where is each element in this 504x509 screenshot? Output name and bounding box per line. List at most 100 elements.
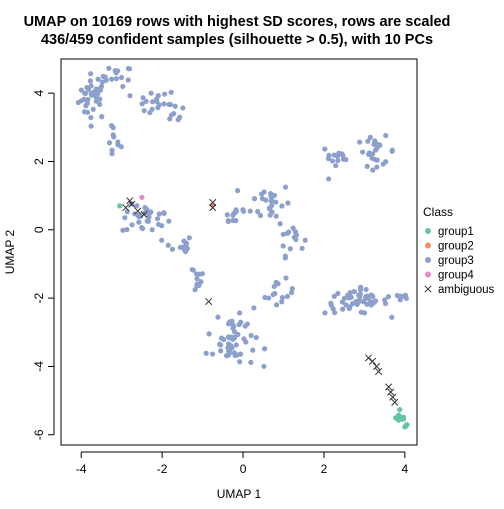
group3-point [364,163,370,169]
ambiguous-point [209,198,217,207]
group3-point [180,105,186,111]
group3-point [403,295,409,302]
group3-point [343,156,349,163]
group3-point [156,102,162,108]
group3-point [194,281,200,287]
group3-point [287,246,293,252]
group3-point [255,208,261,215]
group3-point [331,293,337,299]
group3-point [230,217,236,224]
legend-label: group2 [438,241,474,253]
group3-point [159,237,165,243]
group3-point [218,342,224,348]
group3-point [118,74,125,81]
group3-point [106,140,113,146]
group3-point [322,310,328,316]
group3-point [183,248,189,255]
group1-point [400,416,406,422]
group1-point [117,203,123,209]
group3-point [108,123,115,129]
group3-point [253,334,259,341]
group3-point [149,99,156,105]
group3-point [389,314,395,320]
group3-point [148,209,154,215]
group4-point [139,194,145,200]
group3-point [161,210,167,216]
group3-point [168,89,174,95]
group3-point [136,214,142,220]
group3-point [120,227,126,233]
group3-point [147,110,153,116]
legend-label: ambiguous [438,284,495,296]
group3-point [328,302,334,308]
group3-point [275,281,281,287]
group3-point [372,298,379,304]
group3-point [97,101,103,108]
group3-point [369,151,376,157]
group3-point [186,235,192,241]
group3-point [356,292,362,298]
group3-point [140,225,146,232]
group3-point [262,294,268,301]
group3-point [240,208,247,214]
group3-point [141,108,147,114]
group3-point [175,117,181,123]
legend-entry-group4: group4 [425,270,474,282]
group3-point [263,197,269,203]
group3-point [273,199,279,205]
group3-point [231,350,238,356]
group3-point [299,245,305,251]
group3-point [285,200,291,206]
group3-point [224,212,230,218]
group3-point [177,244,183,250]
group3-point [84,84,90,91]
group3-point [237,359,243,365]
group3-point [192,287,198,293]
group3-point [361,310,368,316]
legend-label: group3 [438,255,474,267]
legend-cross-icon [424,285,432,293]
group3-point [144,206,150,213]
group3-point [113,76,119,82]
chart-title-line-2: 436/459 confident samples (silhouette > … [41,32,433,48]
y-tick-label: -4 [32,361,46,372]
group3-point [269,209,275,215]
group3-point [270,193,276,199]
group3-point [225,218,231,225]
group3-point [340,306,346,312]
group3-point [165,242,171,248]
ambiguous-point [209,204,217,212]
group3-point [230,321,236,328]
group3-point [87,78,93,84]
group3-point [385,294,392,300]
group3-point [347,289,353,296]
group3-point [126,66,133,72]
group3-point [282,255,288,261]
group3-point [181,238,187,244]
group3-point [93,86,99,92]
group3-point [374,145,380,151]
group3-point [270,291,276,298]
group3-point [90,106,96,112]
group3-point [194,276,200,282]
group3-point [112,68,118,74]
group3-point [340,152,346,159]
group3-point [363,286,369,293]
ambiguous-point [128,200,136,208]
group3-point [82,90,88,96]
group3-point [325,176,332,182]
group3-point [382,297,388,303]
group3-point [241,336,247,342]
group3-point [397,293,404,299]
group3-point [134,203,140,209]
ambiguous-point [387,388,395,396]
group3-point [348,294,354,300]
group3-point [209,351,216,357]
group3-point [161,101,167,107]
group3-point [280,231,286,237]
legend-entry-ambiguous: ambiguous [424,284,495,296]
group3-point [83,103,89,109]
group3-point [279,299,285,305]
group3-point [360,299,367,305]
group3-point [225,321,232,327]
